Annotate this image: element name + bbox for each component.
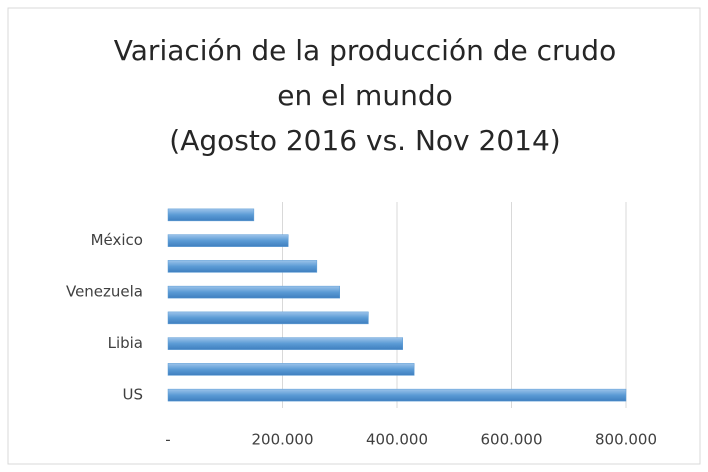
x-tick-label: 400.000 (366, 431, 428, 449)
chart-title: en el mundo (277, 79, 452, 112)
bar (167, 337, 403, 350)
bar (167, 388, 627, 402)
bar (167, 363, 415, 376)
x-tick-label: 200.000 (251, 431, 313, 449)
x-tick-label: 800.000 (595, 431, 657, 449)
y-tick-label: México (91, 231, 143, 249)
y-tick-label: Libia (108, 334, 143, 352)
bar (167, 260, 318, 273)
bar (167, 234, 289, 247)
x-tick-label: - (165, 431, 170, 449)
y-tick-label: Venezuela (66, 283, 143, 301)
x-tick-label: 600.000 (480, 431, 542, 449)
chart-title: (Agosto 2016 vs. Nov 2014) (169, 124, 560, 157)
chart-title: Variación de la producción de crudo (114, 34, 616, 67)
chart-frame (7, 7, 701, 465)
bar (167, 285, 340, 299)
y-tick-label: US (122, 386, 143, 404)
bar (167, 311, 369, 325)
bar (167, 208, 255, 222)
